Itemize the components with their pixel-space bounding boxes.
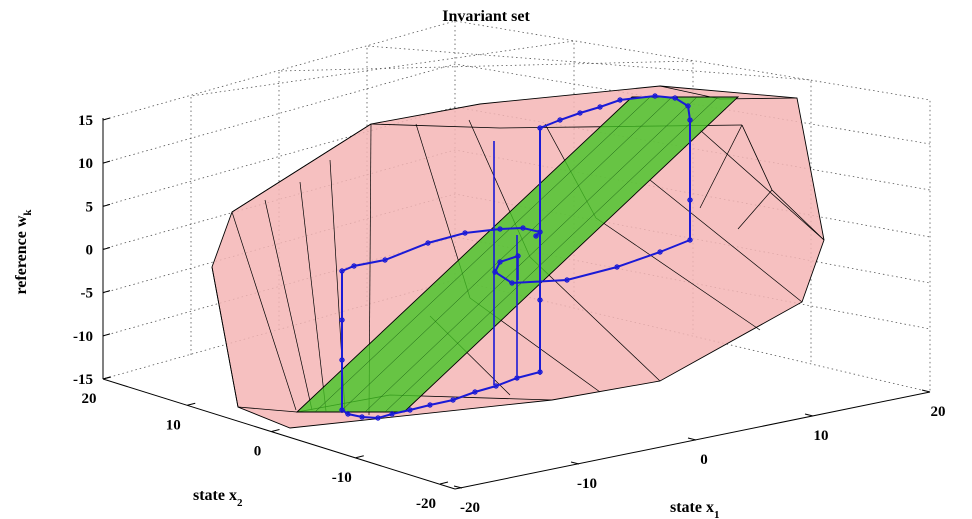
trajectory-marker [339, 357, 345, 363]
y-axis-line [102, 378, 456, 490]
trajectory-marker [509, 280, 515, 286]
trajectory-marker [497, 259, 503, 265]
trajectory-marker [427, 402, 433, 408]
trajectory-marker [351, 263, 357, 269]
trajectory-marker [687, 237, 693, 243]
z-tick-label: -15 [73, 372, 93, 388]
trajectory-marker [514, 375, 520, 381]
x-tick-label: 10 [814, 428, 829, 444]
trajectory-marker [339, 407, 345, 413]
z-tick-mark [102, 247, 111, 250]
trajectory-marker [685, 103, 691, 109]
trajectory-line [341, 94, 691, 420]
z-tick-label: 5 [86, 199, 94, 215]
trajectory-marker [493, 383, 499, 389]
axis-ticks: -15 -10 -5 0 5 10 15 20 10 0 -10 -20 -20 -10 0 10 20 [73, 113, 946, 516]
trajectory-marker [672, 95, 678, 101]
x-axis-label: state x1 [670, 499, 719, 519]
y-tick-mark [187, 402, 196, 406]
trajectory-marker [537, 297, 543, 303]
trajectory-marker [492, 269, 498, 275]
x-tick-mark [804, 413, 814, 417]
chart-title: Invariant set [442, 8, 530, 25]
trajectory-marker [564, 277, 570, 283]
z-tick-mark [102, 290, 111, 294]
trajectory [339, 93, 693, 421]
x-tick-mark [921, 389, 931, 393]
z-tick-label: 10 [78, 156, 93, 172]
trajectory-marker [614, 264, 620, 270]
y-tick-label: -20 [416, 496, 436, 512]
y-tick-label: 10 [166, 417, 181, 433]
trajectory-marker [450, 397, 456, 403]
y-tick-mark [271, 429, 280, 432]
trajectory-marker [652, 93, 658, 99]
z-tick-mark [102, 117, 111, 121]
z-tick-mark [102, 160, 111, 164]
trajectory-marker [577, 110, 583, 116]
x-tick-mark [570, 461, 580, 465]
x-tick-label: -10 [577, 476, 597, 492]
x-tick-mark [453, 485, 463, 489]
facet-edge [211, 266, 239, 408]
trajectory-marker [382, 257, 388, 263]
y-tick-label: -10 [332, 470, 352, 486]
trajectory-marker [657, 249, 663, 255]
trajectory-marker [339, 317, 345, 323]
trajectory-marker [617, 97, 623, 103]
trajectory-marker [597, 104, 603, 110]
y-tick-mark [102, 376, 112, 380]
trajectory-marker [687, 197, 693, 203]
y-tick-mark [439, 481, 449, 485]
trajectory-marker [425, 240, 431, 246]
x-tick-mark [687, 437, 697, 441]
y-tick-mark [355, 455, 364, 459]
z-tick-mark [102, 333, 111, 337]
trajectory-marker [687, 117, 693, 123]
trajectory-marker [537, 125, 543, 131]
x-tick-label: 0 [700, 452, 708, 468]
trajectory-marker [389, 411, 395, 417]
trajectory-marker [375, 415, 381, 421]
trajectory-marker [520, 225, 526, 231]
trajectory-verticals [493, 141, 541, 385]
facet-edge [231, 123, 372, 213]
trajectory-marker [472, 389, 478, 395]
trajectory-marker [462, 230, 468, 236]
z-tick-label: -5 [81, 286, 94, 302]
x-axis-line [454, 391, 931, 490]
grid-z-10 [102, 63, 931, 164]
z-axis-label: reference wk [13, 209, 34, 295]
grid-z-5 [102, 106, 931, 207]
trajectory-marker [533, 233, 539, 239]
z-tick-label: 0 [86, 243, 94, 259]
facet-lines [231, 119, 825, 416]
facet-edge [237, 406, 298, 413]
trajectory-marker [359, 414, 365, 420]
trajectory-marker [557, 117, 563, 123]
z-tick-label: -10 [73, 329, 93, 345]
trajectory-marker [407, 407, 413, 413]
trajectory-marker [497, 226, 503, 232]
target-plane-lines [314, 96, 719, 413]
x-tick-label: 20 [931, 404, 946, 420]
y-tick-label: 0 [254, 444, 262, 460]
trajectory-marker [339, 268, 345, 274]
trajectory-marker [345, 411, 351, 417]
x-tick-label: -20 [460, 500, 480, 516]
trajectory-marker [537, 229, 543, 235]
z-tick-label: 15 [78, 113, 93, 129]
y-tick-label: 20 [82, 391, 97, 407]
trajectory-marker [537, 369, 543, 375]
trajectory-marker [515, 253, 521, 259]
z-tick-mark [102, 203, 111, 207]
y-axis-label: state x2 [193, 487, 243, 509]
